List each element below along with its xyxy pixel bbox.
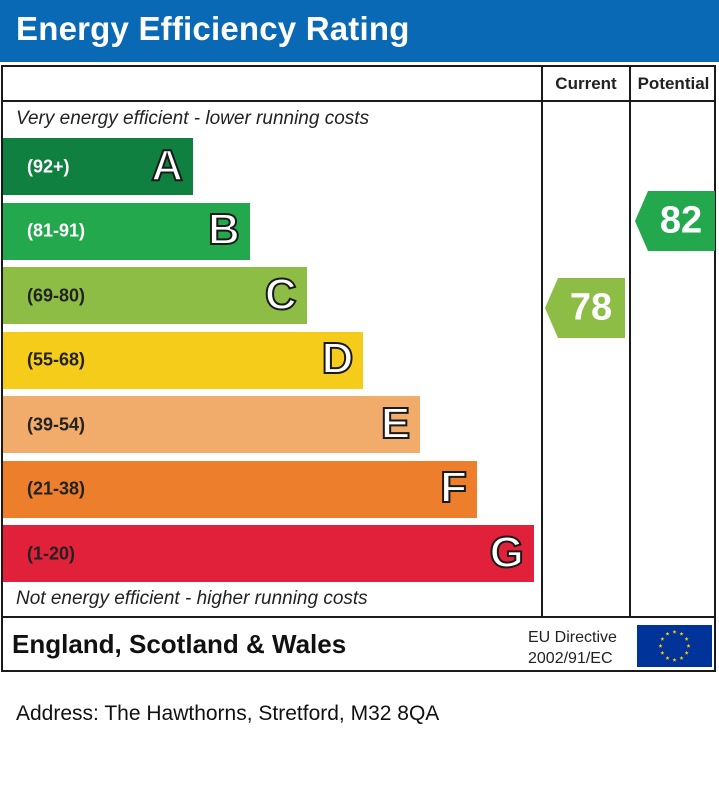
eu-directive-line2: 2002/91/EC: [528, 650, 613, 667]
rating-letter: B: [207, 205, 241, 255]
header-divider: [3, 100, 716, 102]
rating-bar-e: (39-54) E: [3, 396, 421, 453]
rating-letter: D: [321, 334, 355, 384]
eu-star-icon: [665, 655, 670, 660]
eu-star-icon: [684, 650, 689, 655]
rating-range-label: (92+): [27, 156, 70, 176]
rating-range-label: (69-80): [27, 285, 86, 305]
eu-star-icon: [679, 631, 684, 636]
eu-star-icon: [660, 650, 665, 655]
rating-bar-f: (21-38) F: [3, 460, 477, 518]
rating-letter: G: [489, 527, 525, 577]
rating-range-label: (39-54): [27, 414, 86, 434]
rating-letter: E: [380, 398, 411, 448]
eu-directive: EU Directive 2002/91/EC: [528, 627, 617, 669]
rating-table: [1, 65, 716, 672]
eu-star-icon: [679, 655, 684, 660]
rating-range-label: (55-68): [27, 349, 86, 370]
potential-column-header: Potential: [637, 74, 710, 93]
bottom-note: Not energy efficient - higher running co…: [16, 588, 368, 609]
eu-directive-line1: EU Directive: [528, 629, 617, 646]
eu-star-icon: [672, 629, 677, 634]
current-rating-value: 78: [569, 286, 613, 328]
rating-letter: F: [439, 463, 468, 513]
eu-star-icon: [686, 643, 691, 648]
potential-rating-value: 82: [659, 199, 703, 242]
address-text: Address: The Hawthorns, Stretford, M32 8…: [16, 702, 440, 725]
rating-bar-g: (1-20) G: [3, 525, 534, 582]
header-bar: Energy Efficiency Rating: [0, 0, 719, 62]
rating-bar-a: (92+) A: [3, 138, 193, 195]
eu-star-icon: [665, 631, 670, 636]
potential-rating-arrow: 82: [635, 191, 715, 251]
page-title: Energy Efficiency Rating: [16, 10, 410, 47]
current-arrow-shape: [545, 277, 625, 338]
eu-star-icon: [684, 636, 689, 641]
eu-star-icon: [672, 657, 677, 662]
rating-range-label: (21-38): [27, 478, 86, 499]
rating-bar-b: (81-91) B: [3, 202, 250, 260]
top-note: Very energy efficient - lower running co…: [16, 108, 370, 129]
eu-flag-icon: [637, 625, 712, 667]
current-column-divider: [541, 67, 543, 617]
eu-star-icon: [660, 636, 665, 641]
potential-column-divider: [629, 67, 631, 617]
rating-letter: A: [150, 140, 184, 190]
eu-star-icon: [658, 643, 663, 648]
rating-range-label: (81-91): [27, 220, 86, 241]
rating-letter: C: [264, 269, 298, 319]
rating-bar-d: (55-68) D: [3, 331, 364, 389]
rating-bar-c: (69-80) C: [3, 267, 307, 324]
current-column-header: Current: [555, 74, 617, 93]
potential-arrow-shape: [635, 191, 715, 251]
region-label: England, Scotland & Wales: [12, 629, 347, 659]
footer-divider: [3, 616, 716, 618]
rating-range-label: (1-20): [27, 543, 76, 563]
current-rating-arrow: 78: [545, 277, 625, 338]
